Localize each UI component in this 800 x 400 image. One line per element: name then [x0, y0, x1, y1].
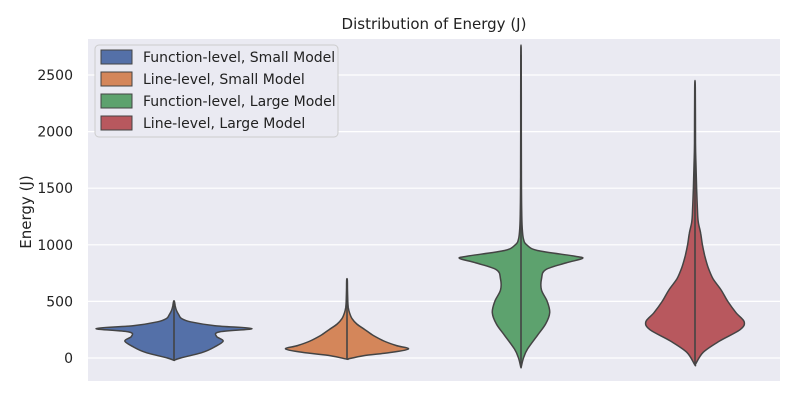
legend-swatch	[100, 49, 133, 65]
legend-label: Function-level, Large Model	[143, 94, 336, 110]
legend-swatch	[100, 115, 133, 131]
y-tick-label: 1000	[37, 238, 73, 254]
y-tick-label: 2000	[37, 125, 73, 141]
y-tick-label: 0	[64, 351, 73, 367]
grid-lines	[88, 74, 780, 359]
y-tick-label: 2500	[37, 68, 73, 84]
legend-frame	[94, 44, 339, 138]
legend-label: Function-level, Small Model	[143, 50, 335, 66]
y-tick-label: 1500	[37, 181, 73, 197]
chart-title: Distribution of Energy (J)	[342, 15, 527, 33]
y-axis-label: Energy (J)	[17, 175, 35, 248]
legend: Function-level, Small Model Line-level, S…	[94, 44, 339, 138]
legend-label: Line-level, Large Model	[143, 116, 305, 132]
y-tick-label: 500	[46, 294, 73, 310]
y-ticks: 0 500 1000 1500 2000 2500	[37, 68, 73, 367]
violins	[95, 44, 746, 369]
legend-swatch	[100, 93, 133, 109]
legend-label: Line-level, Small Model	[143, 72, 305, 88]
legend-swatch	[100, 71, 133, 87]
